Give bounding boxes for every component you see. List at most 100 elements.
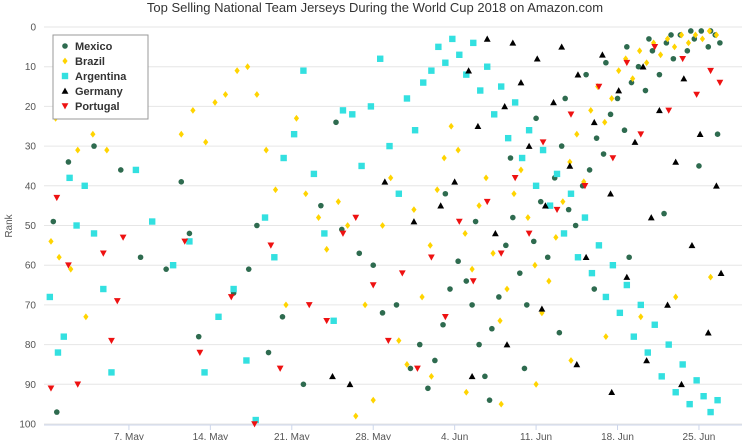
data-point-argentina[interactable]: [686, 400, 693, 408]
data-point-argentina[interactable]: [81, 182, 88, 189]
data-point-brazil[interactable]: [588, 106, 594, 114]
data-point-brazil[interactable]: [83, 313, 89, 321]
data-point-portugal[interactable]: [651, 44, 659, 51]
data-point-argentina[interactable]: [290, 130, 298, 138]
data-point-argentina[interactable]: [435, 43, 442, 51]
data-point-germany[interactable]: [713, 182, 720, 189]
data-point-mexico[interactable]: [416, 341, 423, 348]
data-point-mexico[interactable]: [530, 238, 537, 245]
data-point-brazil[interactable]: [673, 293, 679, 301]
data-point-argentina[interactable]: [539, 146, 547, 154]
data-point-argentina[interactable]: [367, 103, 375, 110]
data-point-germany[interactable]: [717, 269, 725, 276]
data-point-germany[interactable]: [503, 341, 511, 348]
data-point-brazil[interactable]: [707, 273, 714, 281]
data-point-brazil[interactable]: [283, 301, 289, 309]
data-point-germany[interactable]: [509, 39, 517, 46]
data-point-mexico[interactable]: [661, 210, 667, 217]
data-point-argentina[interactable]: [449, 35, 456, 43]
data-point-brazil[interactable]: [609, 95, 615, 102]
data-point-brazil[interactable]: [638, 313, 644, 321]
data-point-portugal[interactable]: [539, 139, 547, 146]
data-point-mexico[interactable]: [688, 28, 694, 34]
data-point-portugal[interactable]: [525, 230, 533, 237]
data-point-germany[interactable]: [329, 372, 336, 380]
data-point-mexico[interactable]: [432, 357, 438, 364]
data-point-mexico[interactable]: [91, 143, 97, 149]
data-point-germany[interactable]: [607, 190, 614, 197]
data-point-argentina[interactable]: [169, 262, 177, 269]
data-point-brazil[interactable]: [388, 174, 394, 182]
data-point-portugal[interactable]: [384, 337, 392, 345]
data-point-germany[interactable]: [615, 87, 623, 94]
data-point-argentina[interactable]: [623, 281, 631, 289]
data-point-mexico[interactable]: [503, 242, 509, 249]
data-point-argentina[interactable]: [100, 285, 107, 293]
data-point-brazil[interactable]: [490, 249, 496, 257]
data-point-germany[interactable]: [474, 122, 482, 130]
data-point-germany[interactable]: [643, 357, 651, 364]
data-point-portugal[interactable]: [65, 262, 72, 269]
data-point-brazil[interactable]: [476, 202, 482, 210]
data-point-mexico[interactable]: [603, 59, 609, 66]
data-point-argentina[interactable]: [560, 230, 568, 237]
data-point-brazil[interactable]: [203, 138, 209, 146]
data-point-germany[interactable]: [381, 178, 389, 185]
data-point-brazil[interactable]: [671, 43, 678, 51]
data-point-argentina[interactable]: [497, 83, 505, 90]
data-point-brazil[interactable]: [441, 154, 447, 162]
data-point-brazil[interactable]: [272, 186, 279, 194]
data-point-mexico[interactable]: [50, 218, 57, 225]
data-point-argentina[interactable]: [428, 67, 435, 74]
data-point-portugal[interactable]: [716, 79, 724, 86]
data-point-brazil[interactable]: [568, 357, 574, 364]
data-point-mexico[interactable]: [300, 381, 307, 388]
data-point-mexico[interactable]: [482, 373, 488, 380]
data-point-argentina[interactable]: [714, 396, 721, 404]
data-point-mexico[interactable]: [447, 286, 453, 292]
data-point-portugal[interactable]: [567, 111, 575, 118]
data-point-mexico[interactable]: [670, 55, 677, 62]
data-point-brazil[interactable]: [511, 190, 517, 198]
legend-symbol-argentina[interactable]: [61, 72, 69, 80]
data-point-mexico[interactable]: [607, 111, 614, 118]
data-point-portugal[interactable]: [609, 155, 617, 162]
data-point-argentina[interactable]: [595, 242, 603, 249]
data-point-argentina[interactable]: [46, 293, 54, 301]
data-point-brazil[interactable]: [560, 198, 566, 206]
data-point-argentina[interactable]: [261, 214, 269, 221]
data-point-germany[interactable]: [525, 142, 533, 149]
data-point-portugal[interactable]: [637, 131, 645, 138]
data-point-argentina[interactable]: [403, 95, 411, 102]
legend-item-portugal[interactable]: Portugal: [61, 101, 120, 113]
data-point-brazil[interactable]: [303, 190, 309, 198]
data-point-germany[interactable]: [656, 106, 663, 114]
data-point-brazil[interactable]: [396, 337, 402, 345]
data-point-mexico[interactable]: [523, 302, 530, 308]
data-point-mexico[interactable]: [714, 131, 721, 137]
data-point-brazil[interactable]: [362, 301, 368, 309]
legend-symbol-mexico[interactable]: [62, 43, 68, 49]
data-point-argentina[interactable]: [630, 333, 638, 340]
data-point-argentina[interactable]: [546, 202, 554, 209]
data-point-brazil[interactable]: [345, 222, 351, 229]
data-point-argentina[interactable]: [243, 357, 250, 364]
data-point-argentina[interactable]: [588, 269, 596, 277]
data-point-mexico[interactable]: [53, 409, 60, 415]
data-point-argentina[interactable]: [60, 333, 67, 340]
data-point-brazil[interactable]: [293, 114, 300, 122]
data-point-mexico[interactable]: [486, 397, 493, 403]
data-point-portugal[interactable]: [595, 83, 603, 90]
data-point-germany[interactable]: [696, 130, 704, 137]
data-point-argentina[interactable]: [300, 67, 307, 74]
data-point-brazil[interactable]: [324, 245, 330, 253]
data-point-brazil[interactable]: [427, 241, 433, 249]
data-point-brazil[interactable]: [532, 261, 538, 269]
data-point-mexico[interactable]: [510, 214, 516, 221]
data-point-argentina[interactable]: [602, 293, 610, 301]
data-point-mexico[interactable]: [600, 151, 607, 157]
data-point-argentina[interactable]: [665, 341, 672, 348]
data-point-mexico[interactable]: [626, 254, 632, 261]
legend-item-germany[interactable]: Germany: [61, 86, 124, 98]
data-point-brazil[interactable]: [462, 230, 468, 237]
